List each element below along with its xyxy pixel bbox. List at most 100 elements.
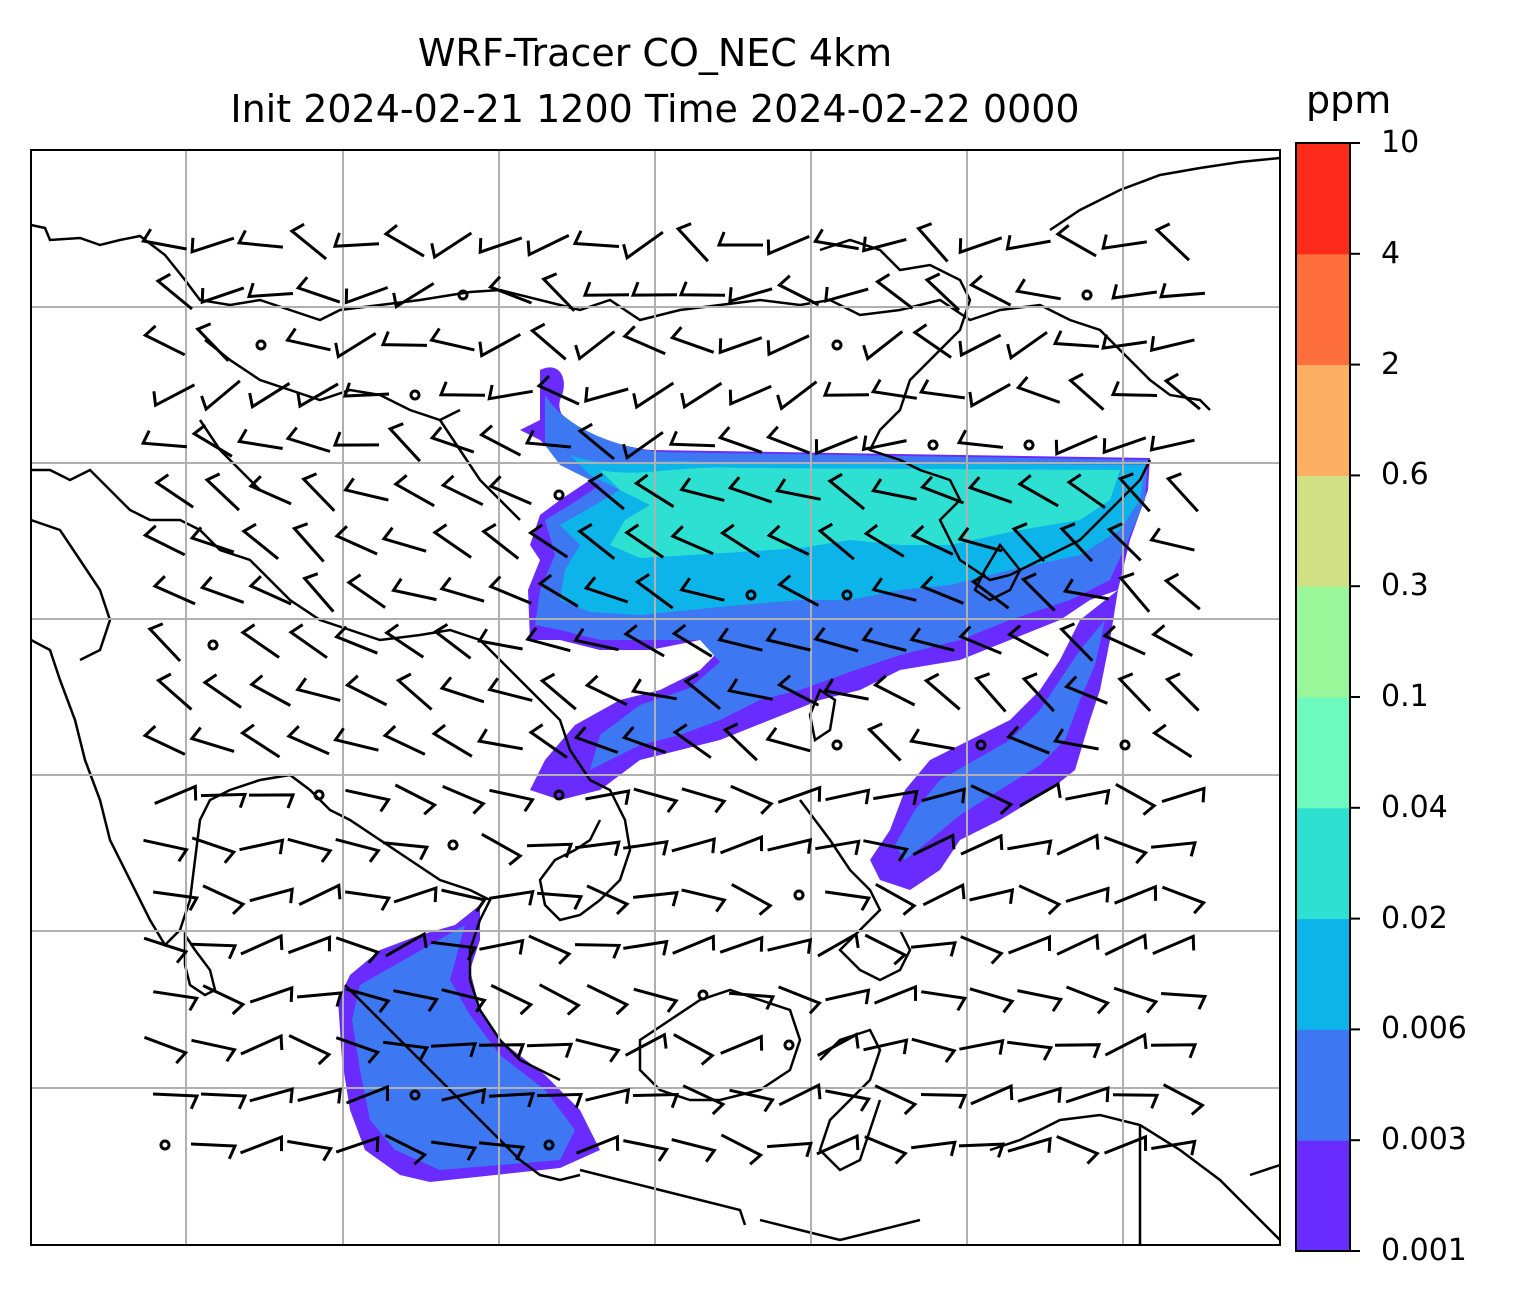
wind-barb (432, 523, 472, 559)
wind-barb (439, 576, 485, 603)
wind-barb (575, 1038, 621, 1063)
wind-barb (958, 1142, 1006, 1158)
wind-barb (528, 723, 568, 759)
wind-barb (380, 331, 428, 347)
wind-barb (958, 236, 1003, 255)
wind-barb (822, 678, 869, 701)
wind-barb (632, 890, 679, 907)
wind-barb (487, 677, 533, 702)
wind-barb (527, 523, 569, 559)
wind-barb (1019, 781, 1062, 808)
wind-barb (343, 477, 389, 502)
wind-barb (489, 889, 535, 906)
wind-barb (334, 332, 377, 360)
wind-barb (393, 885, 438, 904)
wind-barb (441, 888, 487, 913)
wind-barb (1020, 572, 1056, 612)
wind-barb (239, 723, 281, 759)
wind-barb (240, 623, 280, 659)
wind-barb (541, 272, 576, 312)
wind-barb (1023, 439, 1035, 451)
wind-barb (394, 783, 438, 816)
colorbar-tick-label: 0.6 (1381, 457, 1429, 493)
wind-barb (1160, 992, 1208, 1010)
wind-barb (730, 883, 773, 916)
wind-barb (1054, 1043, 1102, 1059)
wind-barb (675, 222, 710, 263)
wind-barb (679, 577, 725, 602)
wind-barb (728, 287, 773, 304)
wind-barb (864, 1135, 908, 1165)
wind-barb (537, 573, 579, 608)
wind-barb (199, 576, 245, 604)
wind-barb (346, 573, 386, 609)
wind-barb (909, 627, 955, 652)
wind-barb (831, 339, 843, 351)
wind-barb (395, 672, 433, 711)
wind-barb (827, 472, 866, 511)
wind-barb (864, 933, 908, 966)
wind-barb (922, 882, 966, 907)
wind-barb (1064, 675, 1108, 705)
wind-barb (816, 1032, 860, 1057)
wind-barb (248, 575, 292, 606)
wind-barb (1055, 224, 1097, 258)
wind-barb (239, 838, 285, 855)
wind-barb (912, 833, 956, 856)
wind-barb (1065, 788, 1111, 805)
wind-barb (630, 678, 677, 701)
wind-barb (191, 836, 237, 864)
wind-barb (682, 1084, 726, 1116)
wind-barb (870, 478, 917, 501)
wind-barb (1056, 933, 1100, 956)
wind-barb (539, 672, 577, 711)
wind-barb (1065, 1085, 1110, 1104)
colorbar-segment (1296, 1140, 1350, 1252)
wind-barb (920, 990, 968, 1012)
wind-barb (200, 379, 241, 412)
colorbar-tick-label: 10 (1381, 125, 1420, 160)
wind-barb (190, 942, 238, 960)
wind-barb (202, 984, 246, 1016)
wind-barb (1056, 833, 1100, 856)
wind-barb (776, 574, 820, 607)
wind-barb (249, 887, 294, 904)
wind-barb (287, 935, 332, 955)
wind-barb (1161, 786, 1206, 804)
wind-barb (632, 381, 675, 410)
wind-barb (240, 1033, 284, 1056)
wind-barb (345, 788, 391, 813)
wind-barb (442, 785, 486, 815)
wind-barb (248, 793, 296, 809)
wind-barb (430, 231, 473, 260)
wind-barb (1101, 234, 1148, 251)
wind-barb (1056, 1135, 1100, 1165)
wind-barb (536, 375, 580, 406)
wind-barb (1111, 284, 1158, 300)
wind-barb (670, 525, 714, 556)
wind-barb (200, 286, 245, 305)
wind-barb (573, 726, 619, 754)
wind-barb (439, 676, 485, 704)
wind-barb (409, 1089, 421, 1101)
wind-barb (586, 984, 630, 1016)
wind-barb (920, 1093, 968, 1109)
wind-barb (143, 936, 189, 964)
wind-barb (241, 522, 280, 560)
wind-barb (291, 522, 325, 563)
wind-barb (970, 573, 1010, 610)
wind-barb (671, 837, 716, 854)
colorbar-unit-label: ppm (1306, 78, 1392, 122)
wind-barb (381, 526, 427, 553)
wind-barb (672, 934, 716, 955)
wind-barb (296, 991, 343, 1007)
wind-barb (478, 1043, 526, 1059)
wind-barb (1154, 222, 1191, 262)
wind-barb (553, 789, 565, 801)
wind-barb (1058, 622, 1094, 662)
wind-barb (863, 1038, 909, 1055)
wind-barb (239, 1134, 283, 1155)
wind-barb (874, 273, 914, 310)
wind-barb (970, 784, 1014, 816)
wind-barb (1066, 473, 1106, 509)
